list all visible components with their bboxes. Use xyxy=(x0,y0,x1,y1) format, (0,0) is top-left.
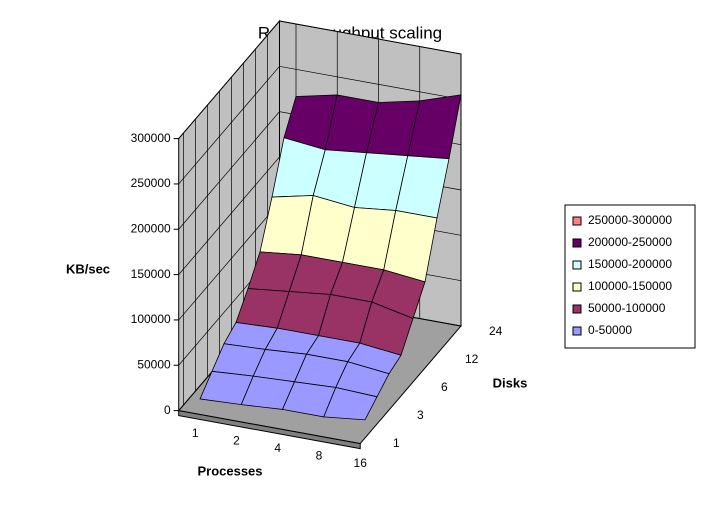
legend-label: 50000-100000 xyxy=(588,301,666,315)
x-tick-label: 2 xyxy=(233,433,240,447)
z-tick-label: 100000 xyxy=(131,312,171,326)
legend-label: 250000-300000 xyxy=(588,213,672,227)
y-tick-label: 3 xyxy=(417,408,424,422)
y-axis-label: Disks xyxy=(493,375,528,390)
legend-label: 100000-150000 xyxy=(588,279,672,293)
legend-swatch xyxy=(572,282,582,292)
legend-swatch xyxy=(572,326,582,336)
legend-swatch xyxy=(572,216,582,226)
legend-label: 150000-200000 xyxy=(588,257,672,271)
legend-box xyxy=(564,204,696,349)
y-tick-label: 24 xyxy=(489,324,503,338)
y-tick-label: 1 xyxy=(393,436,400,450)
y-tick-label: 12 xyxy=(465,352,479,366)
floor-edge xyxy=(178,410,361,450)
z-tick-label: 150000 xyxy=(131,267,171,281)
x-tick-label: 16 xyxy=(354,456,368,470)
z-tick-label: 300000 xyxy=(131,131,171,145)
legend-swatch xyxy=(572,260,582,270)
z-axis-label: KB/sec xyxy=(66,261,110,276)
x-tick-label: 1 xyxy=(192,426,199,440)
surface-cell xyxy=(323,387,378,421)
legend-swatch xyxy=(572,304,582,314)
legend-label: 200000-250000 xyxy=(588,235,672,249)
z-tick-label: 0 xyxy=(164,403,171,417)
z-tick-label: 50000 xyxy=(137,357,171,371)
legend-swatch xyxy=(572,238,582,248)
x-tick-label: 8 xyxy=(316,448,323,462)
x-tick-label: 4 xyxy=(274,441,281,455)
y-tick-label: 6 xyxy=(441,380,448,394)
z-tick-label: 200000 xyxy=(131,221,171,235)
z-tick-label: 250000 xyxy=(131,176,171,190)
x-axis-label: Processes xyxy=(197,463,262,478)
legend-label: 0-50000 xyxy=(588,323,632,337)
